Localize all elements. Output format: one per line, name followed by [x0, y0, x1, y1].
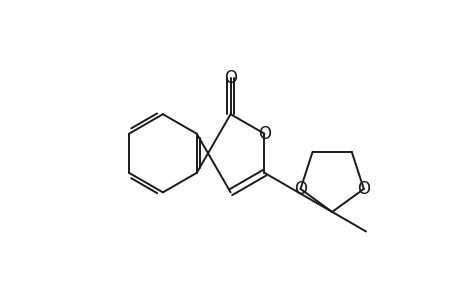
- Text: O: O: [293, 180, 306, 198]
- Text: O: O: [257, 125, 270, 143]
- Text: O: O: [357, 180, 369, 198]
- Text: O: O: [224, 69, 236, 87]
